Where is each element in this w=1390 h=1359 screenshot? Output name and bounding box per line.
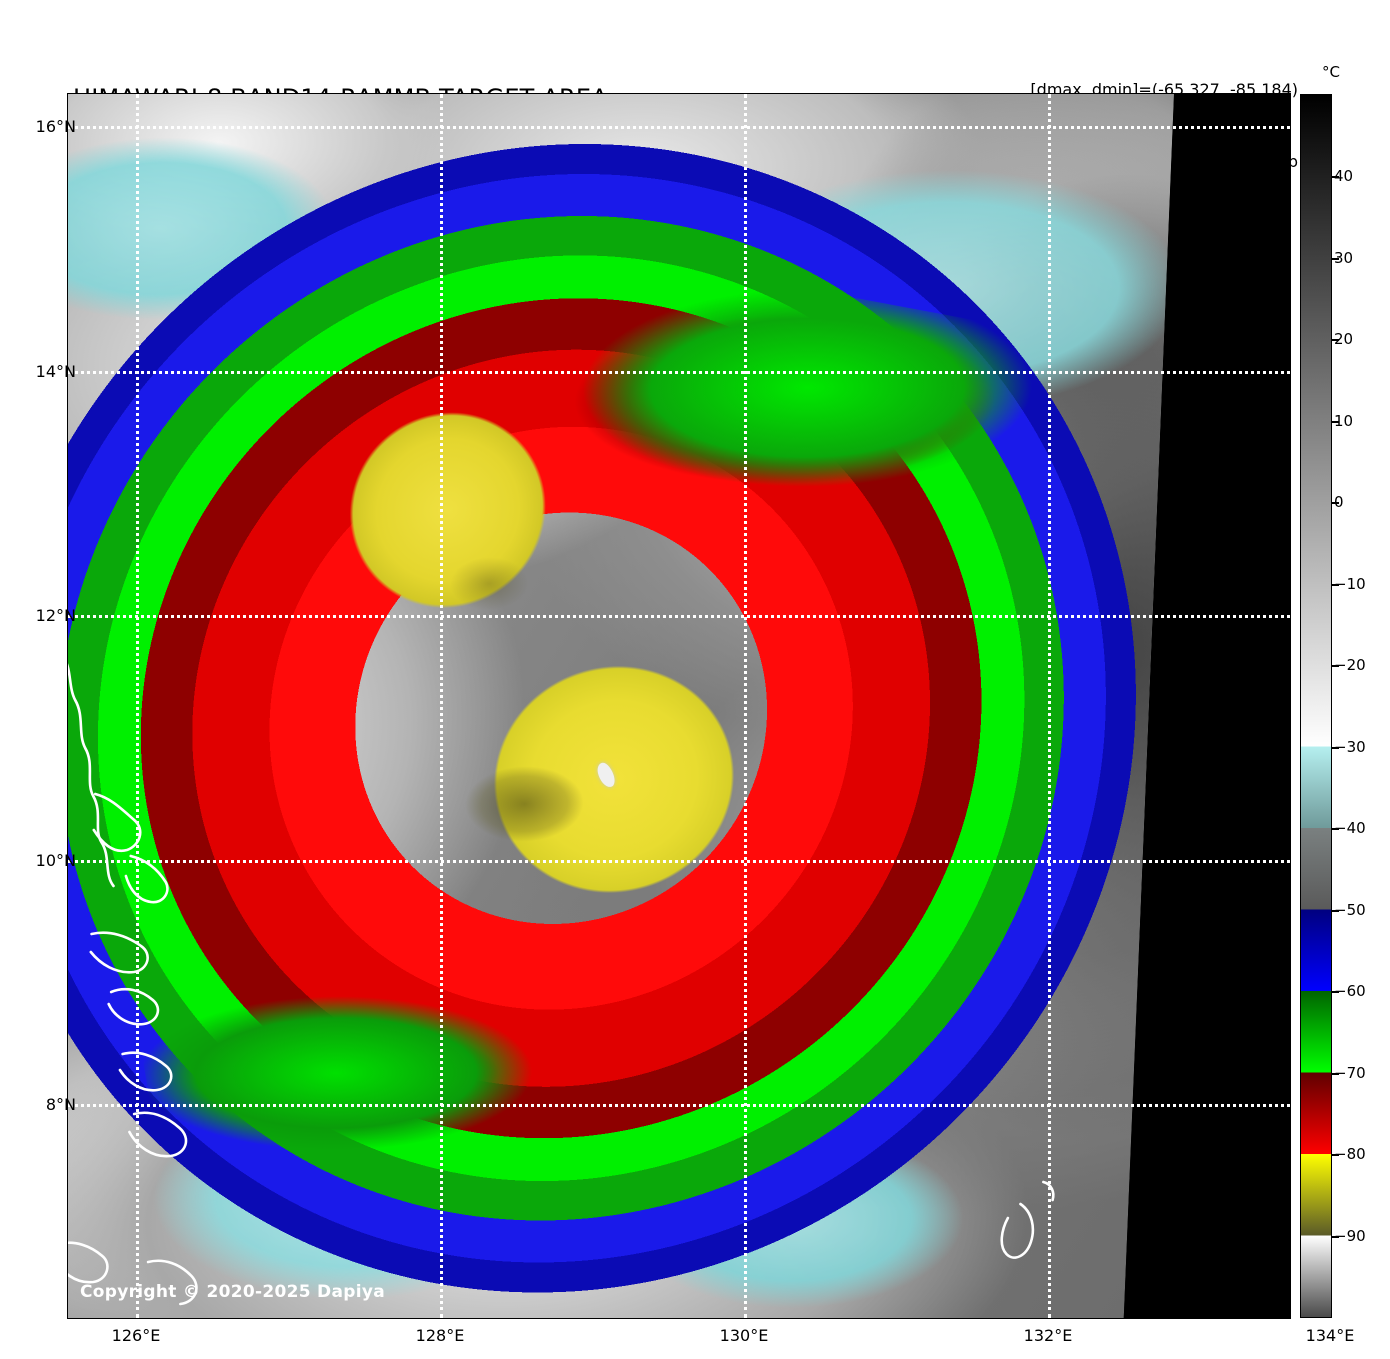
gridline-lon-132 xyxy=(1048,94,1051,1318)
colorbar-tickmark xyxy=(1332,584,1339,586)
gridline-lat-16 xyxy=(68,126,1290,129)
lat-label-8n: 8°N xyxy=(45,1095,76,1114)
colorbar-label-40: 40 xyxy=(1334,167,1354,185)
colorbar-label-m40: −40 xyxy=(1334,819,1366,837)
colorbar-tickmark xyxy=(1332,421,1339,423)
satellite-image-plot: Copyright © 2020-2025 Dapiya xyxy=(68,94,1290,1318)
lat-label-16n: 16°N xyxy=(35,117,76,136)
lon-label-128e: 128°E xyxy=(415,1326,465,1345)
colorbar-tickmark xyxy=(1332,339,1339,341)
colorbar-label-m70: −70 xyxy=(1334,1064,1366,1082)
lon-label-130e: 130°E xyxy=(719,1326,769,1345)
colorbar-tickmark xyxy=(1332,991,1339,993)
colorbar-label-m30: −30 xyxy=(1334,738,1366,756)
gridline-lon-126 xyxy=(136,94,139,1318)
colorbar-label-10: 10 xyxy=(1334,412,1354,430)
gridline-lat-8 xyxy=(68,1104,1290,1107)
colorbar-tickmark xyxy=(1332,828,1339,830)
colorbar-label-20: 20 xyxy=(1334,330,1354,348)
gridline-lon-128 xyxy=(440,94,443,1318)
satellite-swath xyxy=(68,94,1175,1318)
colorbar-label-m10: −10 xyxy=(1334,575,1366,593)
colorbar-tickmark xyxy=(1332,258,1339,260)
colorbar-label-m80: −80 xyxy=(1334,1145,1366,1163)
coastline-overlay xyxy=(68,652,1055,1306)
gridline-lat-10 xyxy=(68,860,1290,863)
temperature-colorbar xyxy=(1300,94,1332,1318)
colorbar-tickmark xyxy=(1332,910,1339,912)
lon-label-132e: 132°E xyxy=(1023,1326,1073,1345)
colorbar-unit-label: °C xyxy=(1322,63,1340,81)
gridline-lat-14 xyxy=(68,371,1290,374)
colorbar-label-m60: −60 xyxy=(1334,982,1366,1000)
lat-label-10n: 10°N xyxy=(35,851,76,870)
copyright-notice: Copyright © 2020-2025 Dapiya xyxy=(80,1282,385,1302)
colorbar-tickmark xyxy=(1332,665,1339,667)
colorbar-gradient xyxy=(1301,95,1331,1317)
colorbar-label-30: 30 xyxy=(1334,249,1354,267)
colorbar-tickmark xyxy=(1332,1154,1339,1156)
colorbar-label-0: 0 xyxy=(1334,493,1344,511)
lat-label-12n: 12°N xyxy=(35,606,76,625)
colorbar-tickmark xyxy=(1332,502,1339,504)
gridline-lat-12 xyxy=(68,615,1290,618)
colorbar-tickmark xyxy=(1332,747,1339,749)
lon-label-126e: 126°E xyxy=(111,1326,161,1345)
colorbar-label-m20: −20 xyxy=(1334,656,1366,674)
lon-label-134e: 134°E xyxy=(1305,1326,1355,1345)
colorbar-tickmark xyxy=(1332,1073,1339,1075)
colorbar-tickmark xyxy=(1332,1236,1339,1238)
colorbar-label-m90: −90 xyxy=(1334,1227,1366,1245)
gridline-lon-130 xyxy=(744,94,747,1318)
colorbar-tickmark xyxy=(1332,176,1339,178)
colorbar-label-m50: −50 xyxy=(1334,901,1366,919)
lat-label-14n: 14°N xyxy=(35,362,76,381)
